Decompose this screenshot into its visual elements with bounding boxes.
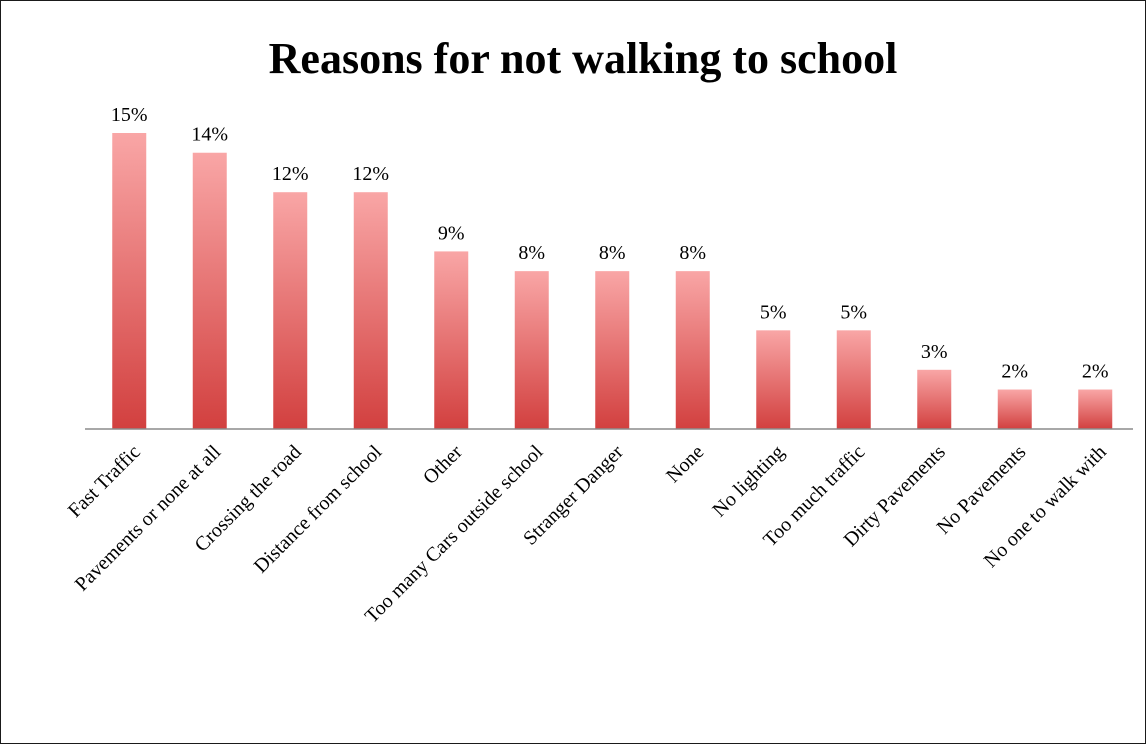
category-label-8: No lighting	[708, 441, 788, 521]
value-label-1: 14%	[191, 124, 228, 146]
bar-12	[1078, 389, 1113, 429]
value-labels-group: 15% 14% 12% 12% 9% 8% 8% 8% 5% 5% 3% 2% 2%	[111, 104, 1109, 383]
value-label-11: 2%	[1001, 361, 1028, 383]
category-label-1: Pavements or none at all	[71, 441, 226, 596]
value-label-6: 8%	[599, 242, 626, 264]
bar-1	[192, 152, 227, 429]
bar-6	[595, 271, 630, 429]
value-label-0: 15%	[111, 104, 148, 126]
value-label-5: 8%	[518, 242, 545, 264]
value-label-12: 2%	[1082, 361, 1109, 383]
bar-8	[756, 330, 791, 429]
bar-11	[997, 389, 1032, 429]
chart-title: Reasons for not walking to school	[269, 34, 898, 83]
bar-3	[353, 192, 388, 429]
bars-group	[112, 133, 1113, 429]
bar-5	[514, 271, 549, 429]
value-label-7: 8%	[679, 242, 706, 264]
value-label-9: 5%	[840, 301, 867, 323]
category-label-7: None	[662, 441, 708, 487]
bar-7	[675, 271, 710, 429]
category-label-4: Other	[419, 441, 467, 489]
bar-9	[836, 330, 871, 429]
bar-4	[434, 251, 469, 429]
value-label-4: 9%	[438, 222, 465, 244]
category-label-0: Fast Traffic	[64, 441, 145, 522]
value-label-2: 12%	[272, 163, 309, 185]
value-label-8: 5%	[760, 301, 787, 323]
bar-2	[273, 192, 308, 429]
value-label-3: 12%	[352, 163, 389, 185]
bar-0	[112, 133, 147, 429]
bar-10	[917, 369, 952, 429]
value-label-10: 3%	[921, 341, 948, 363]
